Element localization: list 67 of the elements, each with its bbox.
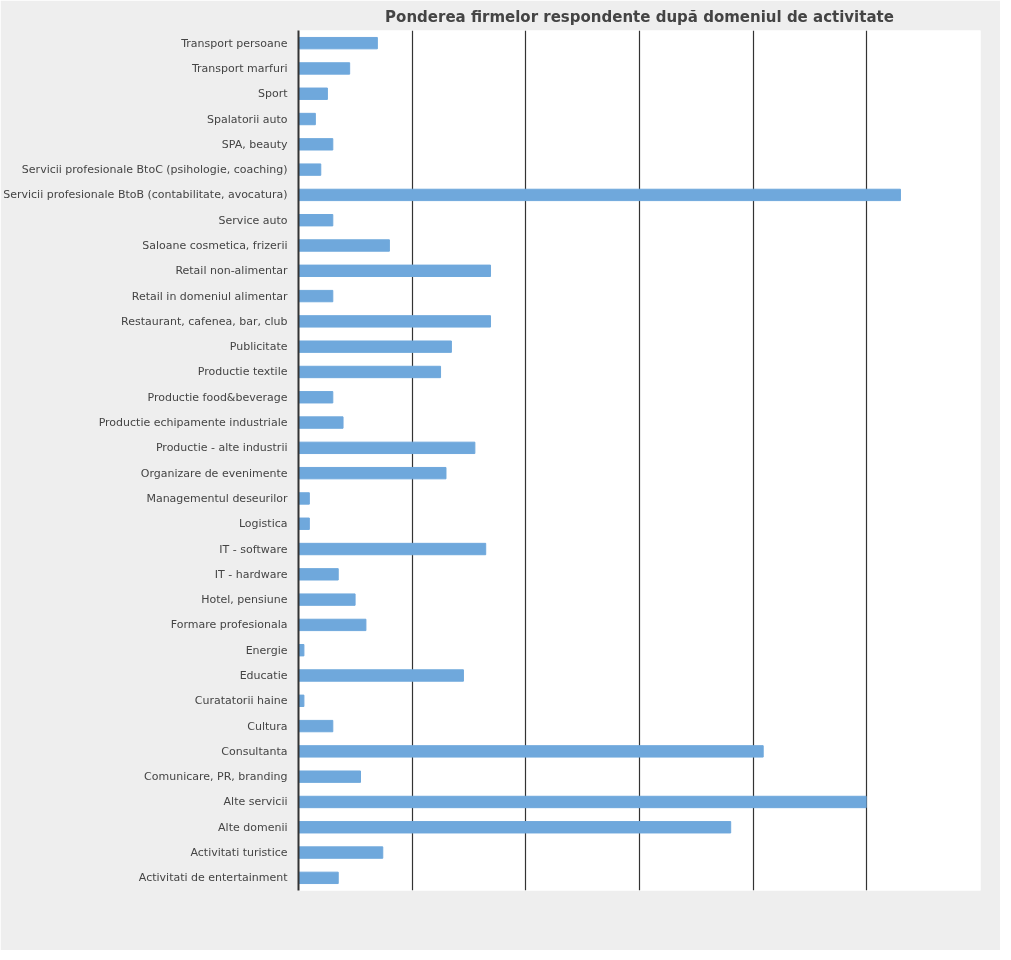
y-tick-label: Service auto: [218, 213, 288, 227]
bar: [298, 416, 344, 429]
bar: [298, 618, 367, 632]
y-tick-label: Formare profesionala: [170, 618, 288, 632]
y-tick-label: Transport persoane: [180, 36, 288, 50]
bar: [298, 593, 356, 606]
y-tick-label: Hotel, pensiune: [201, 593, 288, 607]
bar: [298, 62, 351, 75]
y-tick-label: Retail in domeniul alimentar: [131, 289, 288, 303]
y-tick-label: Sport: [257, 87, 289, 101]
y-tick-label: IT - hardware: [214, 567, 288, 581]
y-tick-label: Spalatorii auto: [207, 112, 288, 126]
y-tick-label: Alte domenii: [218, 820, 288, 834]
bar: [298, 492, 310, 505]
bar: [298, 770, 361, 783]
y-tick-label: SPA, beauty: [221, 137, 288, 151]
bar: [298, 264, 492, 277]
y-tick-label: Activitati turistice: [190, 846, 288, 860]
bar: [298, 365, 442, 379]
y-tick-label: Productie echipamente industriale: [98, 416, 288, 430]
bar: [298, 315, 492, 328]
y-tick-label: Restaurant, cafenea, bar, club: [121, 314, 288, 328]
chart-title: Ponderea firmelor respondente după domeniul de activitate: [385, 7, 894, 26]
y-tick-label: Energie: [245, 643, 288, 657]
y-tick-label: Transport marfuri: [190, 61, 288, 75]
y-tick-label: Saloane cosmetica, frizerii: [142, 239, 288, 252]
bar: [298, 719, 334, 733]
bar: [298, 163, 322, 176]
y-tick-label: Retail non-alimentar: [175, 264, 288, 278]
bar: [298, 846, 384, 859]
y-tick-label: Activitati de entertainment: [138, 871, 289, 885]
bar: [298, 517, 310, 530]
bar: [298, 542, 487, 556]
bar: [298, 112, 316, 126]
y-tick-label: Productie food&beverage: [147, 390, 288, 404]
y-tick-label: Curatatorii haine: [194, 694, 288, 708]
bar: [298, 138, 334, 151]
bar: [298, 188, 901, 202]
bar: [298, 568, 339, 581]
y-tick-label: Publicitate: [229, 340, 288, 354]
y-tick-label: Alte servicii: [223, 795, 288, 809]
y-tick-label: Educatie: [239, 669, 288, 682]
y-tick-label: Servicii profesionale BtoC (psihologie, coaching): [21, 163, 288, 177]
y-tick-label: Productie - alte industrii: [155, 441, 288, 455]
bar: [298, 871, 339, 885]
y-tick-label: Comunicare, PR, branding: [144, 770, 288, 784]
bar: [298, 669, 464, 682]
bar: [298, 441, 476, 455]
y-tick-label: Managementul deseurilor: [146, 491, 288, 505]
y-tick-label: Servicii profesionale BtoB (contabilitate, avocatura): [3, 188, 288, 202]
bar: [298, 391, 334, 404]
bar: [298, 745, 764, 758]
y-tick-label: IT - software: [219, 542, 288, 556]
y-tick-label: Cultura: [247, 719, 288, 733]
bar: [298, 466, 447, 480]
bar: [298, 239, 390, 252]
y-tick-label: Organizare de evenimente: [140, 466, 288, 480]
y-tick-label: Consultanta: [221, 744, 288, 758]
bar: [298, 340, 452, 353]
bar: [298, 289, 334, 303]
y-tick-label: Productie textile: [197, 365, 288, 379]
y-tick-label: Logistica: [238, 517, 288, 531]
bar: [298, 36, 378, 50]
bar: [298, 87, 328, 100]
bar: [298, 821, 732, 834]
bar: [298, 795, 867, 809]
bar: [298, 214, 334, 227]
